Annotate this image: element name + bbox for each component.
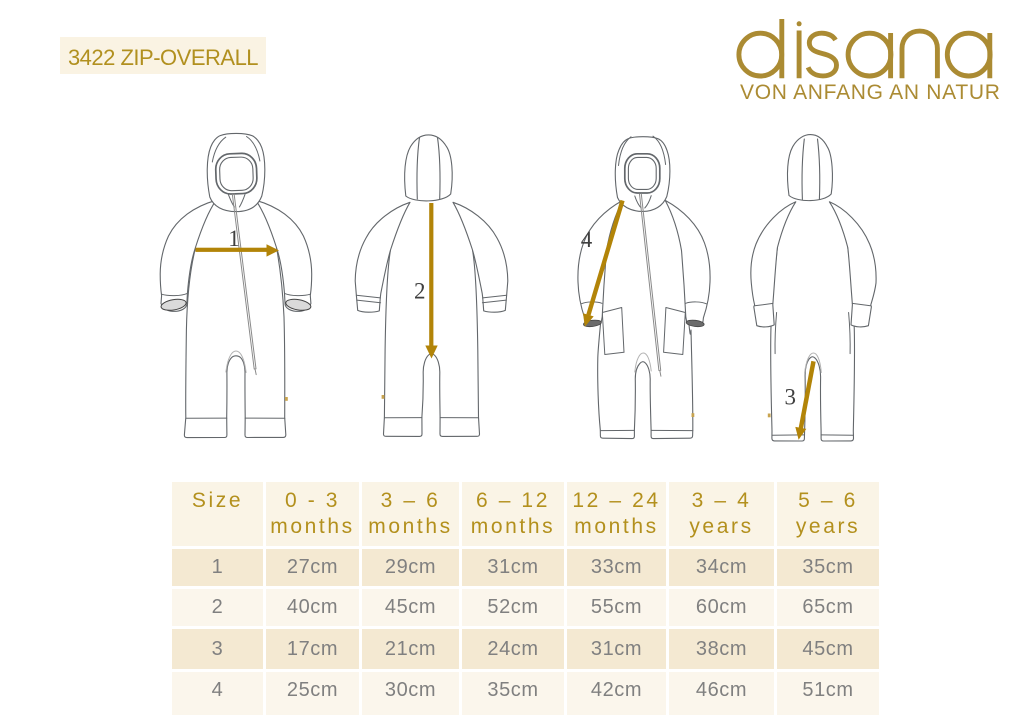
svg-text:2: 2 xyxy=(414,279,426,304)
svg-text:1: 1 xyxy=(228,226,240,251)
svg-text:4: 4 xyxy=(581,227,593,252)
svg-text:3: 3 xyxy=(784,385,796,410)
